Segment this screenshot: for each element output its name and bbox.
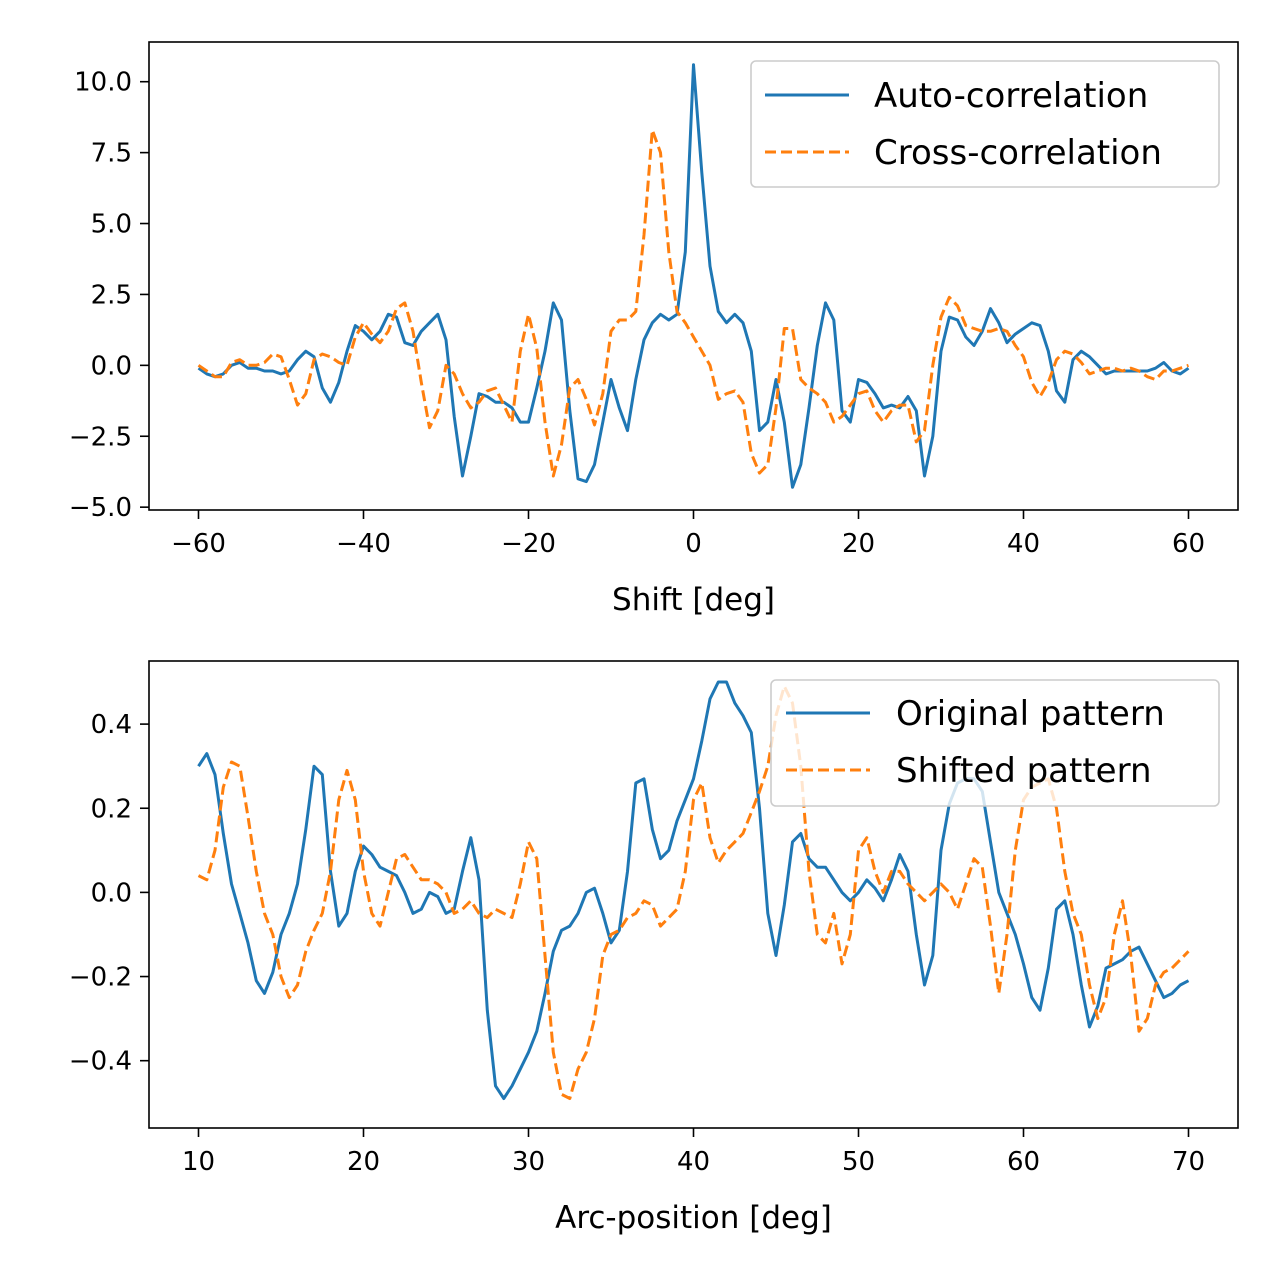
x-tick-label: −40 [336,529,391,559]
x-tick-label: 40 [1007,529,1040,559]
y-tick-label: 0.0 [91,351,132,381]
x-tick-label: 70 [1172,1147,1205,1177]
y-tick-label: 5.0 [91,210,132,240]
y-tick-label: 2.5 [91,280,132,310]
x-tick-label: 30 [512,1147,545,1177]
legend-label: Auto-correlation [874,76,1148,116]
legend-label: Shifted pattern [896,751,1152,791]
legend-box [770,679,1220,807]
x-tick-label: 20 [842,529,875,559]
legend-2: Original pattern Shifted pattern [770,679,1220,807]
x-tick-label: −20 [501,529,556,559]
panel-1 [140,41,1239,519]
y-tick-label: −2.5 [69,422,132,452]
y-tick-label: −0.4 [69,1047,132,1077]
x-axis-label: Arc-position [deg] [555,1200,832,1236]
x-tick-label: 0 [685,529,702,559]
x-tick-label: 20 [347,1147,380,1177]
x-tick-label: 50 [842,1147,875,1177]
y-tick-label: 0.0 [91,878,132,908]
y-tick-label: −5.0 [69,493,132,523]
legend-label: Cross-correlation [874,133,1162,173]
series-line-1-2 [197,128,1190,478]
y-tick-label: 10.0 [74,68,132,98]
series-line-1-1 [197,63,1190,489]
legend-1: Auto-correlation Cross-correlation [750,60,1220,188]
x-axis-label: Shift [deg] [612,582,775,618]
x-tick-label: −60 [171,529,226,559]
y-tick-label: 0.4 [91,710,132,740]
legend-box [750,60,1220,188]
series-line-2-1 [197,680,1190,1100]
legend-label: Original pattern [896,694,1165,734]
y-tick-label: 7.5 [91,139,132,169]
x-tick-label: 60 [1007,1147,1040,1177]
x-tick-label: 40 [677,1147,710,1177]
y-tick-label: 0.2 [91,794,132,824]
y-tick-label: −0.2 [69,963,132,993]
x-tick-label: 60 [1172,529,1205,559]
x-tick-label: 10 [182,1147,215,1177]
